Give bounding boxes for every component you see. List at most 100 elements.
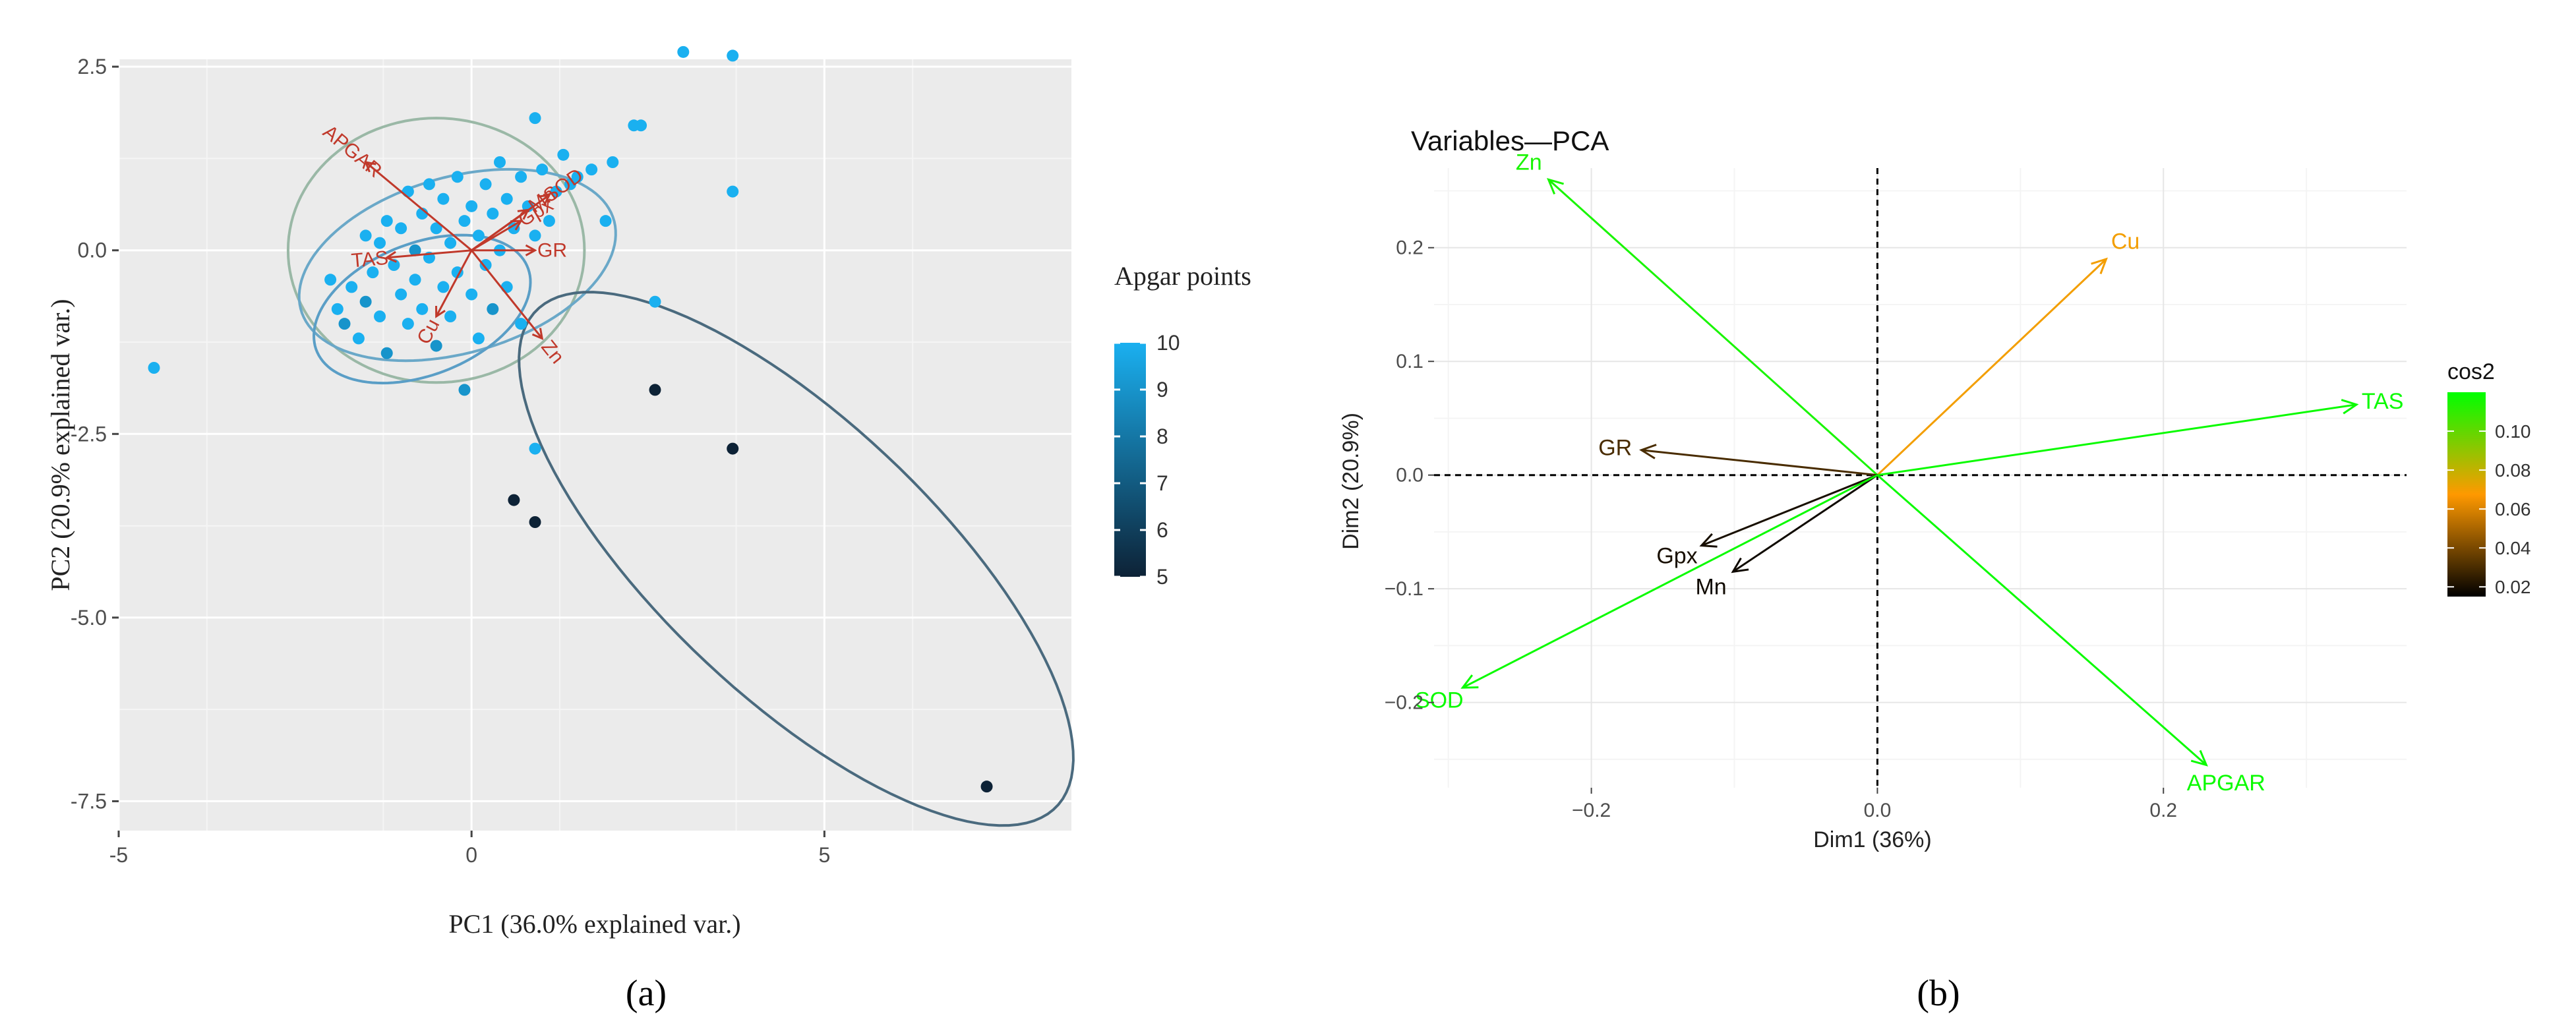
colorbar-bar — [2447, 392, 2486, 597]
y-tick-label: -7.5 — [71, 789, 107, 813]
variable-label: GR — [1598, 436, 1632, 461]
variable-label: Cu — [2111, 229, 2140, 254]
confidence-ellipse — [286, 117, 586, 384]
data-point — [635, 119, 647, 132]
data-point — [727, 442, 739, 455]
x-tick-label: 0.2 — [2149, 800, 2177, 821]
variable-arrowhead — [2190, 750, 2208, 767]
data-point — [472, 229, 485, 242]
colorbar-tick-label: 0.04 — [2495, 538, 2531, 558]
colorbar-tick-label: 0.08 — [2495, 460, 2531, 481]
loading-arrowhead — [538, 194, 551, 206]
data-point — [374, 310, 386, 322]
data-point — [494, 156, 506, 168]
data-point — [536, 163, 549, 176]
loading-label: TAS — [350, 247, 389, 272]
loading-arrow — [471, 249, 543, 339]
data-point — [564, 178, 577, 191]
data-point — [585, 163, 598, 176]
panel-b: Variables—PCA Zn Cu TAS GR Gpx Mn SOD APGAR −0.… — [1338, 125, 2531, 1014]
panel-b-legend-title: cos2 — [2447, 359, 2495, 384]
data-point — [557, 148, 570, 161]
confidence-ellipse — [312, 233, 532, 385]
loading-arrow — [365, 161, 473, 251]
data-point — [508, 222, 520, 235]
panel-a-legend-title: Apgar points — [1114, 261, 1251, 291]
colorbar-tick-label: 0.06 — [2495, 499, 2531, 519]
panel-a-label: (a) — [626, 973, 667, 1014]
panel-b-vectors: Zn Cu TAS GR Gpx Mn SOD APGAR — [1415, 150, 2404, 796]
y-tick-label: 2.5 — [78, 55, 107, 78]
variable-label: TAS — [2362, 389, 2404, 414]
data-point — [451, 171, 464, 183]
data-point — [515, 318, 527, 330]
data-point — [529, 229, 541, 242]
data-point — [395, 222, 407, 235]
data-point — [727, 49, 739, 62]
loading-arrowhead — [510, 220, 523, 231]
data-point — [430, 222, 442, 235]
variable-arrow — [1701, 474, 1878, 547]
variable-arrowhead — [2341, 399, 2359, 415]
data-point — [359, 229, 372, 242]
loading-arrowhead — [531, 328, 544, 340]
data-point — [402, 318, 414, 330]
data-point — [571, 171, 584, 183]
variable-label: SOD — [1415, 688, 1464, 713]
variable-arrow — [1876, 258, 2107, 476]
variable-arrow — [1462, 474, 1878, 689]
data-point — [444, 310, 457, 322]
confidence-ellipse — [297, 167, 617, 363]
loading-arrowhead — [525, 244, 537, 256]
variable-arrow — [1641, 449, 1878, 477]
data-point — [529, 112, 541, 125]
data-point — [338, 318, 351, 330]
data-point — [677, 45, 690, 58]
data-point — [352, 332, 365, 345]
data-point — [543, 215, 555, 227]
data-point — [331, 303, 344, 315]
data-point — [487, 208, 499, 220]
panel-b-colorbar: 0.10 0.08 0.06 0.04 0.02 — [2447, 392, 2531, 597]
data-point — [437, 192, 450, 205]
y-tick-label: -2.5 — [71, 422, 107, 446]
data-point — [367, 266, 379, 279]
variable-arrow — [1876, 474, 2207, 766]
variable-arrowhead — [1460, 674, 1479, 689]
colorbar-tick-label: 8 — [1156, 425, 1168, 448]
data-point — [727, 185, 739, 198]
y-tick-label: 0.1 — [1396, 351, 1423, 372]
variable-label: APGAR — [2187, 771, 2265, 796]
variable-arrow — [1547, 179, 1878, 476]
data-point — [444, 237, 457, 249]
loading-arrow — [435, 250, 473, 317]
y-tick-label: 0.0 — [78, 239, 107, 262]
data-point — [529, 516, 541, 528]
data-point — [324, 274, 337, 286]
loading-arrowhead — [364, 160, 376, 173]
panel-b-title: Variables—PCA — [1411, 125, 1609, 156]
colorbar-tick-label: 0.10 — [2495, 421, 2531, 442]
data-point — [500, 192, 513, 205]
variable-arrowhead — [2091, 257, 2108, 274]
colorbar-tick-label: 5 — [1156, 565, 1168, 589]
data-point — [423, 178, 435, 191]
x-tick-label: 0 — [465, 843, 477, 867]
panel-b-x-axis-label: Dim1 (36%) — [1813, 827, 1931, 852]
colorbar-tick-label: 10 — [1156, 331, 1180, 355]
y-tick-label: 0.2 — [1396, 237, 1423, 259]
data-point — [388, 259, 400, 271]
data-point — [465, 200, 478, 212]
y-tick-label: 0.0 — [1396, 465, 1423, 486]
data-point — [529, 442, 541, 455]
panel-a-ellipses — [286, 117, 1075, 827]
confidence-ellipse — [518, 291, 1075, 827]
colorbar-tick-label: 7 — [1156, 471, 1168, 495]
data-point — [395, 288, 407, 301]
colorbar-tick-label: 6 — [1156, 518, 1168, 542]
panel-b-y-axis-label: Dim2 (20.9%) — [1338, 413, 1363, 550]
data-point — [359, 295, 372, 308]
data-point — [430, 339, 442, 352]
y-tick-label: -5.0 — [71, 606, 107, 630]
